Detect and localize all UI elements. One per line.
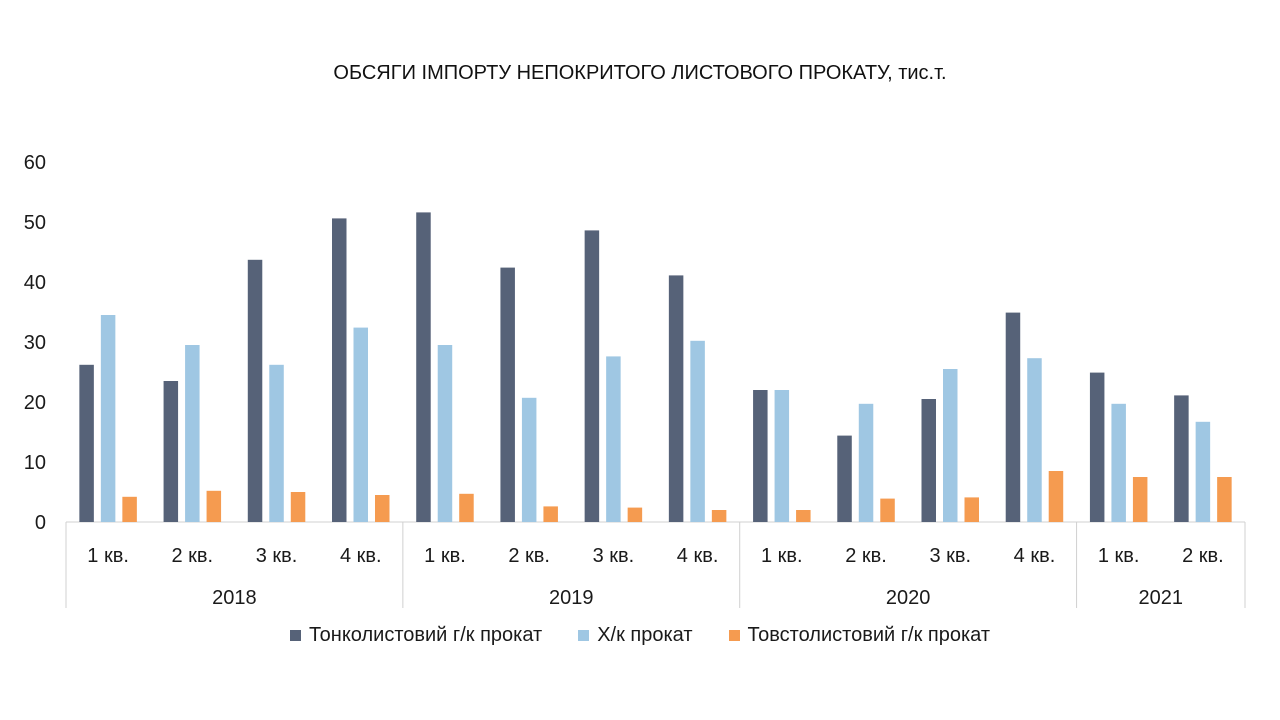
bar-2-14 [1195,421,1211,522]
bar-1-4 [332,218,347,522]
x-category-label: 3 кв. [593,545,635,567]
bar-2-7 [606,356,621,522]
bar-2-5 [437,345,453,522]
x-category-label: 1 кв. [87,545,129,567]
legend-item: Тонколистовий г/к прокат [290,624,542,647]
chart-legend: Тонколистовий г/к прокат Х/к прокат Товсто… [0,624,1280,647]
bar-2-12 [1027,358,1042,522]
bar-1-2 [163,381,179,522]
x-category-label: 2 кв. [172,545,214,567]
legend-label: Тонколистовий г/к прокат [309,624,543,646]
bar-1-10 [837,435,852,522]
legend-swatch [728,630,740,641]
bar-1-8 [668,275,684,522]
bar-2-13 [1111,403,1126,522]
bar-3-12 [1048,471,1064,522]
x-category-label: 2 кв. [508,545,550,567]
bar-1-12 [1005,312,1021,522]
x-category-label: 1 кв. [424,545,466,567]
legend-label: Товстолистовий г/к прокат [747,624,991,646]
bar-3-7 [627,507,643,522]
bar-3-5 [459,493,474,522]
bar-3-2 [206,490,222,522]
x-group-label: 2020 [886,587,931,609]
x-group-label: 2019 [549,587,594,609]
y-tick-label: 20 [24,392,46,414]
legend-label: Х/к прокат [597,624,693,646]
x-category-label: 4 кв. [340,545,382,567]
bar-2-4 [353,327,368,522]
x-category-label: 1 кв. [1098,545,1140,567]
y-tick-label: 10 [24,452,46,474]
bar-2-11 [943,369,958,522]
x-group-label: 2021 [1139,587,1184,609]
y-tick-label: 30 [24,332,46,354]
y-tick-label: 40 [24,272,46,294]
x-category-label: 2 кв. [845,545,887,567]
x-category-label: 1 кв. [761,545,803,567]
legend-swatch [290,630,301,641]
x-category-label: 4 кв. [1014,545,1056,567]
bar-3-13 [1132,477,1148,522]
bar-1-9 [753,390,768,522]
bar-1-3 [247,259,263,522]
bar-1-13 [1089,372,1105,522]
bar-3-8 [711,510,727,522]
bar-3-11 [964,497,979,522]
x-category-label: 4 кв. [677,545,719,567]
bar-3-4 [375,495,390,522]
chart-title: ОБСЯГИ ІМПОРТУ НЕПОКРИТОГО ЛИСТОВОГО ПРО… [333,62,947,84]
bar-2-9 [774,390,790,522]
bar-3-6 [543,506,558,522]
bar-3-9 [796,510,811,522]
legend-item: Х/к прокат [578,624,693,647]
bar-1-5 [416,212,431,522]
y-tick-label: 50 [24,212,46,234]
bar-2-1 [100,315,116,522]
bar-1-7 [584,230,600,522]
bar-2-6 [521,397,537,522]
x-category-label: 2 кв. [1182,545,1224,567]
bar-3-14 [1217,477,1232,522]
bar-1-14 [1174,395,1189,522]
bar-1-11 [921,399,936,522]
bar-2-10 [858,403,874,522]
bar-2-2 [185,345,200,522]
y-tick-label: 0 [35,512,46,534]
legend-swatch [578,630,590,641]
bar-3-1 [122,496,137,522]
bar-2-8 [690,340,705,522]
bar-1-1 [79,364,94,522]
x-group-label: 2018 [212,587,257,609]
bar-2-3 [269,364,284,522]
bar-3-10 [880,498,895,522]
x-category-label: 3 кв. [929,545,971,567]
y-tick-label: 60 [24,152,46,174]
bar-3-3 [290,492,306,522]
bar-1-6 [500,267,515,522]
x-category-label: 3 кв. [256,545,298,567]
legend-item: Товстолистовий г/к прокат [728,624,991,647]
